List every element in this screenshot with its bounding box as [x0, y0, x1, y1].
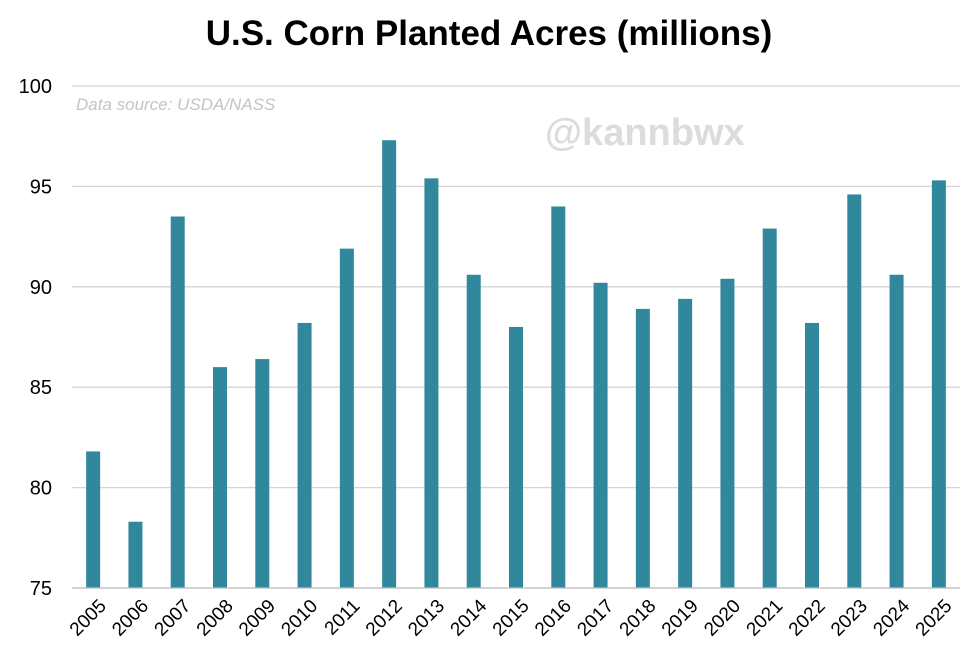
x-tick-label-2020: 2020 [700, 596, 745, 641]
bar-2016 [551, 206, 566, 589]
x-tick-label-2014: 2014 [447, 595, 492, 640]
bar-2010 [297, 322, 312, 588]
chart-title: U.S. Corn Planted Acres (millions) [205, 14, 773, 53]
bar-2018 [635, 308, 650, 588]
x-tick-label-2007: 2007 [151, 596, 196, 641]
bar-2012 [382, 140, 397, 588]
y-tick-label: 100 [19, 76, 52, 98]
bar-2006 [128, 521, 143, 588]
watermark-text: @kannbwx [545, 112, 745, 154]
y-tick-label: 95 [30, 176, 52, 198]
y-tick-label: 85 [30, 377, 52, 399]
bar-2011 [339, 248, 354, 588]
bar-2021 [762, 228, 777, 588]
x-tick-label-2011: 2011 [321, 596, 365, 640]
bar-2017 [593, 282, 608, 588]
bar-2023 [847, 194, 862, 588]
x-tick-label-2024: 2024 [869, 595, 914, 640]
x-tick-label-2016: 2016 [531, 596, 576, 641]
x-tick-label-2022: 2022 [785, 596, 830, 641]
data-source-note: Data source: USDA/NASS [76, 95, 276, 114]
x-tick-label-2008: 2008 [193, 596, 238, 641]
bar-2024 [889, 274, 904, 588]
bar-2020 [720, 278, 735, 588]
x-tick-label-2015: 2015 [489, 596, 534, 641]
bar-2008 [213, 367, 227, 588]
bar-2009 [255, 359, 270, 588]
x-tick-label-2005: 2005 [66, 596, 111, 641]
bar-2022 [805, 322, 819, 588]
x-tick-label-2013: 2013 [404, 596, 449, 641]
x-tick-label-2012: 2012 [362, 596, 407, 641]
bar-2014 [466, 274, 481, 588]
x-tick-label-2021: 2021 [743, 596, 788, 641]
bar-2015 [509, 326, 523, 588]
x-tick-label-2019: 2019 [658, 596, 703, 641]
x-tick-label-2006: 2006 [108, 596, 153, 641]
x-tick-label-2009: 2009 [235, 596, 280, 641]
x-tick-label-2017: 2017 [573, 596, 618, 641]
bar-2007 [170, 216, 185, 588]
x-tick-label-2025: 2025 [912, 596, 957, 641]
bar-2013 [424, 178, 439, 589]
x-tick-label-2018: 2018 [616, 596, 661, 641]
bar-2025 [931, 180, 946, 588]
y-tick-label: 75 [30, 578, 52, 600]
x-tick-label-2010: 2010 [277, 596, 322, 641]
x-tick-label-2023: 2023 [827, 596, 872, 641]
bar-2005 [86, 451, 101, 588]
y-tick-label: 90 [30, 277, 52, 299]
bar-2019 [678, 298, 693, 588]
y-tick-label: 80 [30, 478, 52, 500]
